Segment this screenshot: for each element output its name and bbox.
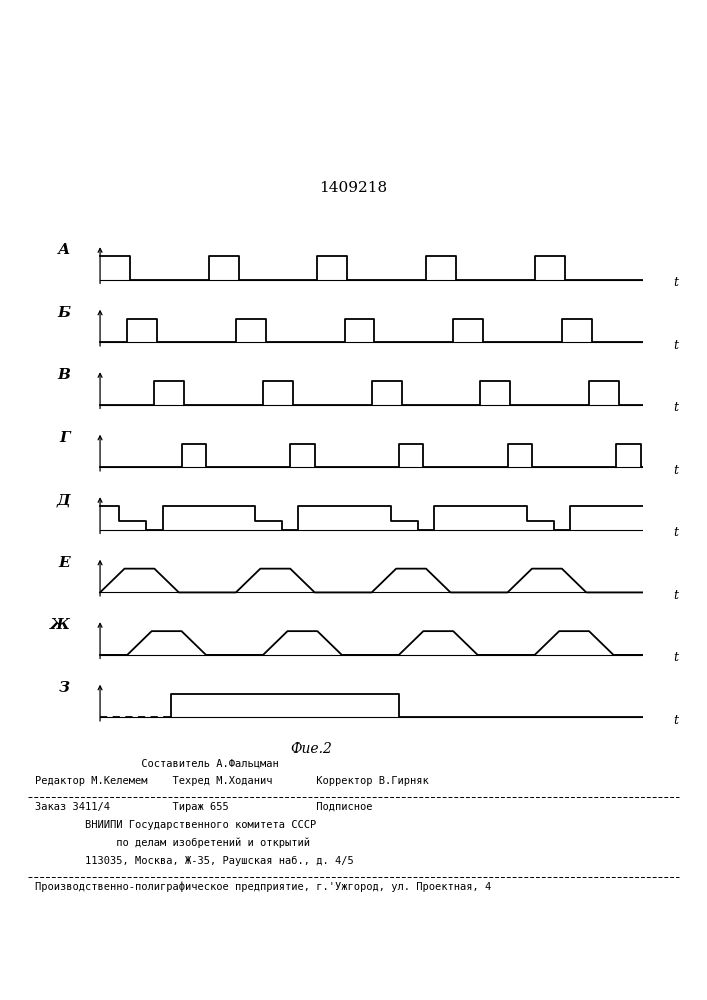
Text: t: t [673, 589, 678, 602]
Text: t: t [673, 526, 678, 539]
Text: ВНИИПИ Государственного комитета СССР: ВНИИПИ Государственного комитета СССР [35, 820, 317, 830]
Text: Производственно-полиграфическое предприятие, г.'Ужгород, ул. Проектная, 4: Производственно-полиграфическое предприя… [35, 882, 491, 892]
Text: t: t [673, 276, 678, 289]
Text: Г: Г [59, 431, 70, 445]
Text: t: t [673, 714, 678, 727]
Text: В: В [57, 368, 70, 382]
Text: Фие.2: Фие.2 [290, 742, 332, 756]
Text: Составитель А.Фальцман: Составитель А.Фальцман [35, 758, 279, 768]
Text: Заказ 3411/4          Тираж 655              Подписное: Заказ 3411/4 Тираж 655 Подписное [35, 802, 373, 812]
Text: t: t [673, 339, 678, 352]
Text: t: t [673, 464, 678, 477]
Text: по делам изобретений и открытий: по делам изобретений и открытий [35, 838, 310, 848]
Text: А: А [58, 243, 70, 257]
Text: 113035, Москва, Ж-35, Раушская наб., д. 4/5: 113035, Москва, Ж-35, Раушская наб., д. … [35, 856, 354, 866]
Text: t: t [673, 651, 678, 664]
Text: Е: Е [59, 556, 70, 570]
Text: t: t [673, 401, 678, 414]
Text: З: З [59, 681, 70, 695]
Text: 1409218: 1409218 [320, 181, 387, 195]
Text: Д: Д [57, 493, 70, 507]
Text: Ж: Ж [50, 618, 70, 632]
Text: Б: Б [57, 306, 70, 320]
Text: Редактор М.Келемем    Техред М.Ходанич       Корректор В.Гирняк: Редактор М.Келемем Техред М.Ходанич Корр… [35, 776, 429, 786]
